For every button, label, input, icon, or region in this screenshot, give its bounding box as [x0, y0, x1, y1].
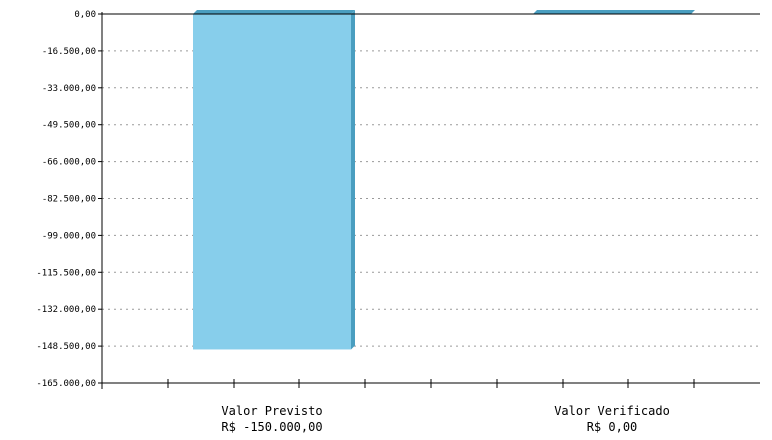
bar-1: [533, 10, 695, 14]
y-tick-label: -115.500,00: [36, 268, 96, 278]
bar-top: [533, 10, 695, 14]
bar-face: [193, 14, 351, 350]
y-tick-label: -49.500,00: [42, 121, 96, 131]
x-ticks: [167, 379, 695, 388]
y-tick-label: -16.500,00: [42, 47, 96, 57]
value-label-1: R$ 0,00: [587, 420, 638, 434]
y-tick-label: -165.000,00: [36, 379, 96, 389]
bars: [193, 10, 695, 350]
y-tick-labels: 0,00 -16.500,00 -33.000,00 -49.500,00 -66.00…: [36, 10, 102, 389]
bar-top: [193, 10, 355, 14]
y-tick-label: -66.000,00: [42, 158, 96, 168]
value-label-0: R$ -150.000,00: [221, 420, 322, 434]
y-tick-label: 0,00: [74, 10, 96, 20]
bar-0: [193, 10, 355, 350]
bar-side: [351, 10, 355, 350]
y-tick-label: -99.000,00: [42, 231, 96, 241]
y-tick-label: -82.500,00: [42, 195, 96, 205]
y-tick-label: -132.000,00: [36, 305, 96, 315]
y-tick-label: -148.500,00: [36, 342, 96, 352]
category-labels: Valor Previsto R$ -150.000,00 Valor Veri…: [221, 404, 669, 434]
y-tick-label: -33.000,00: [42, 84, 96, 94]
category-label-1: Valor Verificado: [554, 404, 670, 418]
category-label-0: Valor Previsto: [221, 404, 322, 418]
